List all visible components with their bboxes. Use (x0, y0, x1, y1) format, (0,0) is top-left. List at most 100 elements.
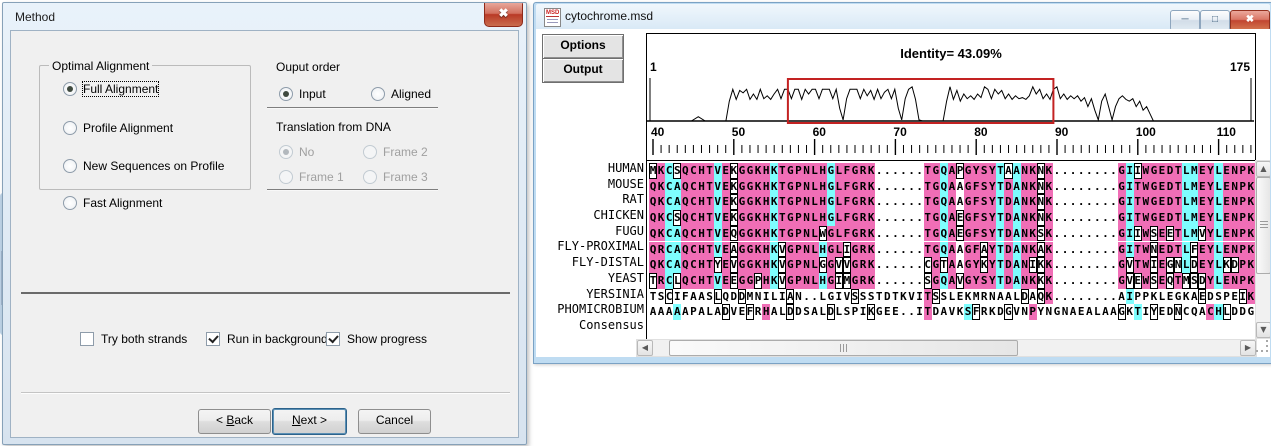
identity-profile-chart[interactable]: 40 50 60 70 80 90 100 110 (647, 34, 1254, 159)
sequence-name-yersinia[interactable]: YERSINIA (586, 286, 644, 301)
residue-cell: . (1110, 242, 1117, 256)
residue-cell: T (996, 210, 1005, 226)
scroll-left-button[interactable]: ◀ (637, 340, 653, 356)
radio-new-sequences-on-profile[interactable]: New Sequences on Profile (63, 159, 224, 173)
output-button[interactable]: Output (542, 58, 624, 83)
residue-cell: V (713, 272, 722, 289)
maximize-button[interactable]: □ (1200, 10, 1230, 31)
residue-cell: K (1036, 272, 1045, 289)
residue-cell: . (900, 305, 907, 319)
residue-cell: S (964, 304, 973, 320)
residue-cell: . (908, 211, 915, 225)
radio-aligned[interactable]: Aligned (371, 87, 431, 101)
residue-cell: M (746, 289, 754, 303)
sequence-name-rat[interactable]: RAT (622, 192, 644, 207)
residue-cell: V (713, 225, 722, 242)
horizontal-scrollbar[interactable]: ◀ ▶ (636, 339, 1257, 357)
radio-input[interactable]: Input (279, 87, 326, 101)
residue-cell: A (1110, 305, 1117, 319)
residue-cell: Y (988, 210, 997, 226)
residue-cell: K (1182, 289, 1190, 303)
radio-label: Input (299, 87, 326, 101)
sequence-name-phomicrobium[interactable]: PHOMICROBIUM (557, 302, 644, 317)
scroll-up-button[interactable]: ▲ (1256, 161, 1270, 177)
residue-cell: H (697, 225, 706, 242)
residue-cell: R (859, 194, 868, 211)
residue-cell: A (1199, 305, 1206, 319)
residue-cell: I (835, 289, 843, 303)
vertical-scrollbar[interactable]: ▲ ▼ (1255, 160, 1270, 339)
sequence-name-mouse[interactable]: MOUSE (607, 176, 644, 191)
residue-cell: . (892, 273, 899, 287)
sequence-name-fly-proximal[interactable]: FLY-PROXIMAL (557, 239, 644, 254)
residue-cell: K (1044, 272, 1053, 289)
ruler-tick-label: 50 (732, 125, 746, 139)
scroll-down-button[interactable]: ▼ (1256, 322, 1270, 338)
residue-cell (875, 320, 883, 336)
residue-cell: . (1102, 211, 1109, 225)
checkbox-run-in-background[interactable]: Run in background (206, 332, 328, 346)
residue-cell: P (1238, 163, 1247, 179)
residue-cell: G (826, 194, 835, 211)
next-button[interactable]: Next > (272, 408, 347, 435)
close-button[interactable]: ✖ (1230, 10, 1270, 31)
residue-cell: K (1036, 257, 1045, 273)
resize-grip-icon[interactable] (1256, 340, 1270, 354)
residue-cell: K (867, 210, 876, 226)
residue-cell: . (892, 258, 899, 272)
checkbox-try-both-strands[interactable]: Try both strands (80, 332, 187, 346)
residue-cell: Q (681, 178, 690, 195)
residue-cell: . (900, 258, 907, 272)
residue-cell: D (786, 304, 795, 320)
residue-cell: K (980, 257, 989, 273)
radio-profile-alignment[interactable]: Profile Alignment (63, 121, 173, 135)
vertical-scroll-thumb[interactable] (1256, 177, 1270, 274)
sequence-name-consensus[interactable]: Consensus (578, 317, 644, 332)
residue-cell: G (964, 272, 973, 289)
residue-cell: D (1004, 210, 1013, 226)
residue-cell (867, 320, 875, 336)
titlebar[interactable]: MSD cytochrome.msd ─ □ ✖ (536, 4, 1270, 31)
cancel-button[interactable]: Cancel (358, 409, 431, 434)
residue-cell: G (964, 210, 973, 226)
sequence-name-chicken[interactable]: CHICKEN (593, 208, 644, 223)
residue-cell: K (770, 210, 779, 226)
residue-cell: . (1069, 179, 1077, 193)
residue-cell: D (730, 289, 738, 303)
sequence-name-yeast[interactable]: YEAST (607, 270, 644, 285)
sequence-name-human[interactable]: HUMAN (607, 161, 644, 175)
msd-client-area: Options Output Identity= 43.09% 1 175 40… (536, 29, 1270, 357)
back-button[interactable]: < Back (198, 409, 271, 434)
residue-cell: H (762, 272, 771, 289)
residue-cell: . (1094, 179, 1101, 193)
residue-cell: G (964, 257, 973, 273)
residue-cell: N (1230, 194, 1239, 211)
visible-region-red-box[interactable] (786, 78, 1055, 124)
residue-cell: P (794, 272, 803, 289)
options-button[interactable]: Options (542, 34, 624, 59)
residue-cell: K (1044, 241, 1053, 258)
radio-full-alignment[interactable]: Full Alignment (63, 81, 160, 97)
residue-cell: V (1125, 257, 1134, 273)
residue-cell: . (1077, 273, 1085, 287)
scroll-right-button[interactable]: ▶ (1240, 340, 1256, 356)
sequence-name-fugu[interactable]: FUGU (615, 223, 644, 238)
dialog-close-button[interactable]: ✖ (484, 3, 523, 27)
residue-cell: P (794, 178, 803, 195)
radio-fast-alignment[interactable]: Fast Alignment (63, 196, 162, 210)
minimize-button[interactable]: ─ (1170, 10, 1200, 31)
sequence-name-fly-distal[interactable]: FLY-DISTAL (571, 255, 644, 270)
horizontal-scroll-thumb[interactable] (669, 340, 1018, 356)
residue-cell (770, 320, 778, 336)
residue-cell: G (931, 178, 940, 195)
residue-cell: . (1069, 289, 1077, 303)
residue-cell: T (778, 163, 787, 179)
residue-cell: R (754, 305, 762, 319)
residue-cell: G (931, 225, 940, 242)
checkbox-show-progress[interactable]: Show progress (326, 332, 427, 346)
residue-cell: Q (681, 210, 690, 226)
residue-cell: L (810, 178, 819, 195)
residue-cell: P (1238, 210, 1247, 226)
residue-cell (819, 320, 827, 336)
